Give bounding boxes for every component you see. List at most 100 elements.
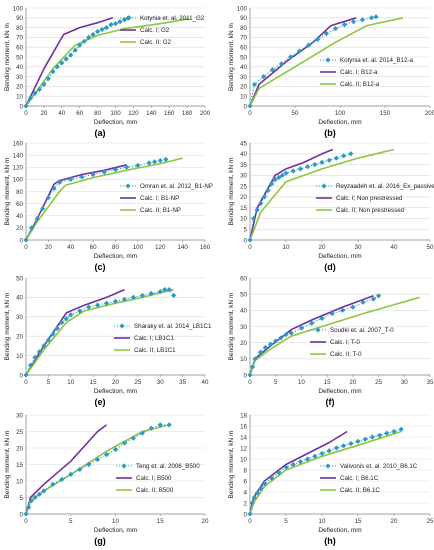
y-tick-label: 30 xyxy=(16,74,23,81)
y-tick-label: 30 xyxy=(240,173,247,180)
y-axis-title: Bending moment, kN m xyxy=(228,158,235,226)
data-point-diamond xyxy=(166,287,172,293)
y-tick-label: 5 xyxy=(20,495,24,502)
y-tick-label: 16 xyxy=(240,423,247,430)
y-axis-title: Bending moment, kN m xyxy=(4,431,11,499)
data-point-diamond xyxy=(287,54,294,60)
chart-panel-e: 0 10 20 30 40 50 0 5 10 15 20 25 30 35 40 Deflection, m… xyxy=(4,275,212,395)
x-tick-label: 5 xyxy=(69,518,73,525)
caption-g: (g) xyxy=(94,536,106,546)
series-line-calc xyxy=(249,17,404,107)
x-tick-label: 0 xyxy=(24,379,28,386)
legend-label: Calc. I; B500 xyxy=(136,475,172,482)
x-tick-label: 40 xyxy=(58,110,65,117)
data-point-diamond xyxy=(247,372,253,378)
data-point-diamond xyxy=(257,349,263,355)
x-tick-label: 80 xyxy=(94,110,101,117)
data-point-diamond xyxy=(278,61,285,67)
data-point-diamond xyxy=(305,164,311,170)
x-tick-label: 50 xyxy=(427,244,434,251)
data-point-diamond xyxy=(41,343,47,349)
data-point-diamond xyxy=(130,435,136,441)
data-point-diamond xyxy=(341,443,347,449)
x-tick-label: 120 xyxy=(128,110,139,117)
chart-panel-c: 0 20 40 60 80 100 120 140 160 0 20 40 60 80 100 120 140 1… xyxy=(4,140,213,260)
y-tick-label: 90 xyxy=(16,15,23,22)
data-point-diamond xyxy=(166,422,172,428)
data-point-diamond xyxy=(384,430,390,436)
data-point-diamond xyxy=(249,500,255,506)
data-point-diamond xyxy=(362,436,368,442)
data-point-diamond xyxy=(333,155,339,161)
x-tick-label: 15 xyxy=(324,379,331,386)
data-point-diamond xyxy=(23,511,29,517)
data-point-diamond xyxy=(288,330,294,336)
data-point-diamond xyxy=(103,300,110,306)
y-tick-label: 50 xyxy=(16,54,23,61)
data-point-diamond xyxy=(254,207,260,213)
data-point-diamond xyxy=(23,237,29,243)
data-point-diamond xyxy=(148,290,154,297)
data-point-diamond xyxy=(135,162,141,169)
data-point-diamond xyxy=(267,341,274,347)
data-point-diamond xyxy=(312,453,318,459)
y-tick-label: 20 xyxy=(16,334,23,341)
x-tick-label: 5 xyxy=(47,379,51,386)
y-tick-label: 60 xyxy=(240,45,247,52)
data-point-diamond xyxy=(252,356,258,362)
legend-label: Calc. II; B500 xyxy=(136,487,174,494)
data-point-diamond xyxy=(375,293,382,299)
y-tick-label: 160 xyxy=(13,140,24,147)
y-tick-label: 20 xyxy=(240,340,247,347)
x-tick-label: 20 xyxy=(349,379,356,386)
data-point-diamond xyxy=(341,22,348,28)
data-point-diamond xyxy=(112,167,119,173)
data-point-diamond xyxy=(258,486,264,492)
y-tick-label: 50 xyxy=(240,291,247,298)
legend-marker xyxy=(119,323,125,329)
data-point-diamond xyxy=(28,225,35,231)
x-tick-label: 15 xyxy=(157,518,164,525)
data-point-diamond xyxy=(247,103,253,109)
caption-d: (d) xyxy=(324,262,336,272)
x-tick-label: 25 xyxy=(427,518,434,525)
y-tick-label: 40 xyxy=(240,64,247,71)
y-tick-label: 0 xyxy=(244,511,248,518)
data-point-diamond xyxy=(251,81,258,88)
data-point-diamond xyxy=(350,304,356,310)
y-tick-label: 30 xyxy=(240,324,247,331)
data-point-diamond xyxy=(108,22,114,28)
data-point-diamond xyxy=(45,75,51,82)
data-point-diamond xyxy=(50,481,56,487)
y-tick-label: 4 xyxy=(244,489,248,496)
legend-label: Soudki et. al. 2007_T-0 xyxy=(330,327,394,334)
y-tick-label: 20 xyxy=(240,194,247,201)
x-tick-label: 160 xyxy=(200,244,211,251)
y-tick-label: 15 xyxy=(16,462,23,469)
x-tick-label: 0 xyxy=(248,110,252,117)
y-tick-label: 80 xyxy=(16,25,23,32)
data-point-diamond xyxy=(326,157,332,163)
x-tick-label: 0 xyxy=(24,518,28,525)
y-tick-label: 15 xyxy=(240,205,247,212)
y-tick-label: 10 xyxy=(240,94,247,101)
y-tick-label: 14 xyxy=(240,434,247,441)
legend-label: Valivonis et. al. 2010_B6.1C xyxy=(340,463,418,470)
data-point-diamond xyxy=(279,172,285,178)
x-tick-label: 40 xyxy=(391,244,398,251)
caption-b: (b) xyxy=(324,128,336,138)
chart-panel-h: 0 2 4 6 8 10 12 14 16 18 0 5 10 15 20 25 Deflection, mm B… xyxy=(228,412,434,534)
x-tick-label: 140 xyxy=(177,244,188,251)
series-line-experiment xyxy=(249,295,379,376)
y-axis-title: Bending moment, kN m xyxy=(228,431,235,499)
series-line-calc xyxy=(25,157,183,241)
data-point-diamond xyxy=(370,296,377,302)
x-tick-label: 10 xyxy=(67,379,74,386)
data-point-diamond xyxy=(34,216,40,222)
y-tick-label: 10 xyxy=(240,456,247,463)
data-point-diamond xyxy=(36,491,43,497)
y-tick-label: 50 xyxy=(16,275,23,282)
x-tick-label: 30 xyxy=(355,244,362,251)
data-point-diamond xyxy=(348,151,354,157)
x-axis-title: Deflection, mm xyxy=(94,388,137,395)
